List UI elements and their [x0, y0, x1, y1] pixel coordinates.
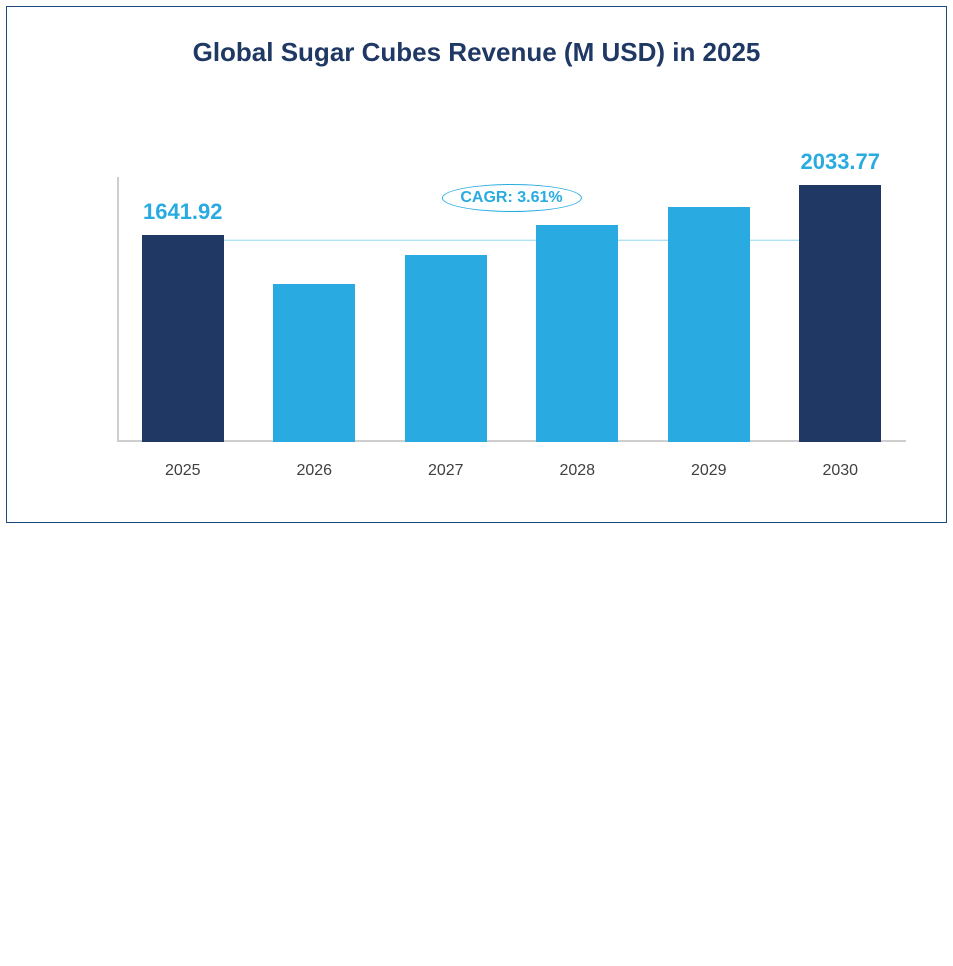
x-axis-label: 2029 — [643, 462, 775, 480]
x-axis-label: 2028 — [512, 462, 644, 480]
cagr-text: CAGR: 3.61% — [460, 189, 562, 206]
x-axis-label: 2026 — [249, 462, 381, 480]
bar-slot: 1641.92 — [117, 177, 249, 442]
chart-title: Global Sugar Cubes Revenue (M USD) in 20… — [7, 37, 946, 68]
bar-value-label: 1641.92 — [143, 199, 223, 225]
bar — [668, 207, 750, 442]
x-axis-label: 2027 — [380, 462, 512, 480]
x-axis-label: 2030 — [775, 462, 907, 480]
bar-slot — [380, 177, 512, 442]
bar-slot — [249, 177, 381, 442]
cagr-badge: CAGR: 3.61% — [441, 184, 581, 212]
bar-value-label: 2033.77 — [800, 149, 880, 175]
chart-frame: Global Sugar Cubes Revenue (M USD) in 20… — [6, 6, 947, 523]
bar — [536, 225, 618, 442]
bar-slot — [643, 177, 775, 442]
x-axis-labels: 202520262027202820292030 — [117, 462, 906, 480]
bar — [799, 185, 881, 442]
bar-slot — [512, 177, 644, 442]
bar — [273, 284, 355, 442]
bars-container: 1641.92 2033.77 — [117, 177, 906, 442]
bar-slot: 2033.77 — [775, 177, 907, 442]
chart-plot-area: 1641.92 2033.77 CAGR: 3.61% — [117, 177, 906, 442]
bar — [142, 235, 224, 442]
x-axis-label: 2025 — [117, 462, 249, 480]
bar — [405, 255, 487, 442]
